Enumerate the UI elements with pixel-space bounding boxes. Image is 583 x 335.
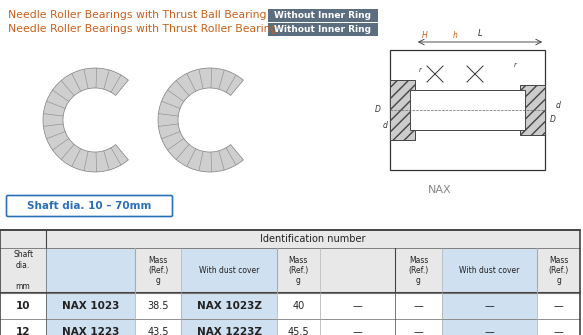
Bar [537, 319, 580, 335]
Bar [46, 293, 135, 319]
Bar [135, 248, 181, 293]
Bar [181, 319, 277, 335]
Text: Without Inner Ring: Without Inner Ring [275, 25, 371, 34]
Text: —: — [484, 327, 494, 335]
Text: —: — [353, 327, 363, 335]
Bar [319, 248, 395, 293]
Bar [395, 248, 441, 293]
Bar [395, 319, 441, 335]
Bar [277, 248, 319, 293]
Text: Shaft dia. 10 – 70mm: Shaft dia. 10 – 70mm [27, 201, 152, 211]
Text: —: — [554, 327, 563, 335]
Bar [181, 248, 277, 293]
Bar [135, 319, 181, 335]
Text: NAX 1223Z: NAX 1223Z [196, 327, 262, 335]
Text: NAX: NAX [428, 185, 452, 195]
Text: With dust cover: With dust cover [199, 266, 259, 275]
Text: Needle Roller Bearings with Thrust Ball Bearing: Needle Roller Bearings with Thrust Ball … [8, 10, 266, 20]
Text: 40: 40 [292, 301, 304, 311]
Text: 12: 12 [16, 327, 30, 335]
FancyBboxPatch shape [6, 196, 173, 216]
Text: Mass
(Ref.)
g: Mass (Ref.) g [288, 256, 308, 285]
Text: Identification number: Identification number [261, 234, 366, 244]
Text: Mass
(Ref.)
g: Mass (Ref.) g [409, 256, 429, 285]
Text: h: h [452, 31, 458, 40]
Bar [0, 319, 46, 335]
Text: r: r [419, 67, 422, 73]
Bar [537, 293, 580, 319]
Bar [390, 80, 415, 140]
Text: r: r [514, 62, 517, 68]
Bar [390, 50, 545, 170]
Text: Mass
(Ref.)
g: Mass (Ref.) g [148, 256, 168, 285]
Text: d: d [382, 121, 388, 130]
Polygon shape [158, 68, 244, 172]
Bar [0, 248, 46, 293]
Bar [268, 23, 378, 36]
Bar [395, 293, 441, 319]
Text: 43.5: 43.5 [147, 327, 169, 335]
Bar [441, 293, 537, 319]
Text: With dust cover: With dust cover [459, 266, 519, 275]
Bar [277, 293, 319, 319]
Text: Needle Roller Bearings with Thrust Roller Bearing: Needle Roller Bearings with Thrust Rolle… [8, 24, 278, 34]
Bar [46, 248, 135, 293]
Text: Mass
(Ref.)
g: Mass (Ref.) g [549, 256, 568, 285]
Text: —: — [414, 301, 423, 311]
Text: Without Inner Ring: Without Inner Ring [275, 11, 371, 20]
Text: L: L [477, 29, 482, 38]
Text: —: — [484, 301, 494, 311]
Bar [135, 293, 181, 319]
Text: —: — [554, 301, 563, 311]
Bar [277, 319, 319, 335]
Text: 45.5: 45.5 [287, 327, 309, 335]
Bar [181, 293, 277, 319]
Text: Shaft
dia.

mm: Shaft dia. mm [13, 250, 33, 290]
Bar [319, 293, 395, 319]
Text: 10: 10 [16, 301, 30, 311]
Bar [46, 319, 135, 335]
Bar [537, 248, 580, 293]
Text: NAX 1223: NAX 1223 [62, 327, 120, 335]
Text: NAX 1023: NAX 1023 [62, 301, 120, 311]
Bar [319, 319, 395, 335]
Bar [268, 9, 378, 22]
Text: H: H [422, 31, 428, 40]
Text: d: d [556, 100, 560, 110]
Text: —: — [353, 301, 363, 311]
Polygon shape [43, 68, 128, 172]
Bar [0, 230, 580, 248]
Bar [0, 293, 46, 319]
Text: D: D [375, 106, 381, 115]
Bar [520, 85, 545, 135]
Bar [441, 319, 537, 335]
Text: NAX 1023Z: NAX 1023Z [196, 301, 262, 311]
Bar [410, 90, 525, 130]
Text: D: D [550, 116, 556, 125]
Text: —: — [414, 327, 423, 335]
Text: 38.5: 38.5 [147, 301, 169, 311]
Bar [441, 248, 537, 293]
